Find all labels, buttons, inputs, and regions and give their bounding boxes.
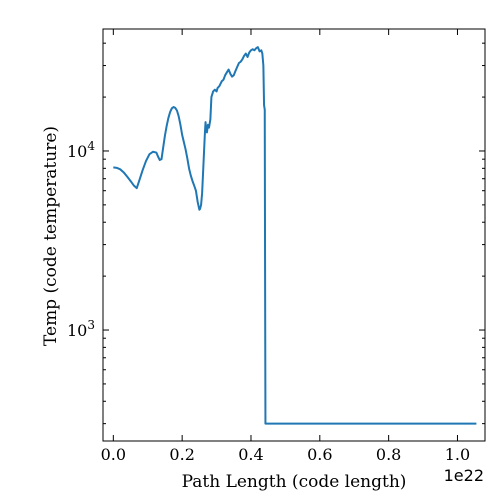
x-tick-label: 0.2 [169,445,194,464]
y-tick-label: 104 [67,139,95,161]
x-tick-label: 0.6 [307,445,332,464]
x-offset-label: 1e22 [444,466,484,485]
series-layer [113,46,477,425]
x-tick-label: 0.8 [376,445,401,464]
axis-ticks: 0.0 0.2 0.4 0.6 0.8 1.0 103 104 [67,29,485,464]
y-tick-label: 103 [67,318,95,340]
x-tick-label: 1.0 [445,445,470,464]
plot-frame [102,28,486,442]
x-tick-label: 0.0 [101,445,126,464]
series-line [113,46,477,425]
x-tick-label: 0.4 [238,445,263,464]
y-axis-label: Temp (code temperature) [41,126,61,346]
x-axis-label: Path Length (code length) [182,472,407,492]
